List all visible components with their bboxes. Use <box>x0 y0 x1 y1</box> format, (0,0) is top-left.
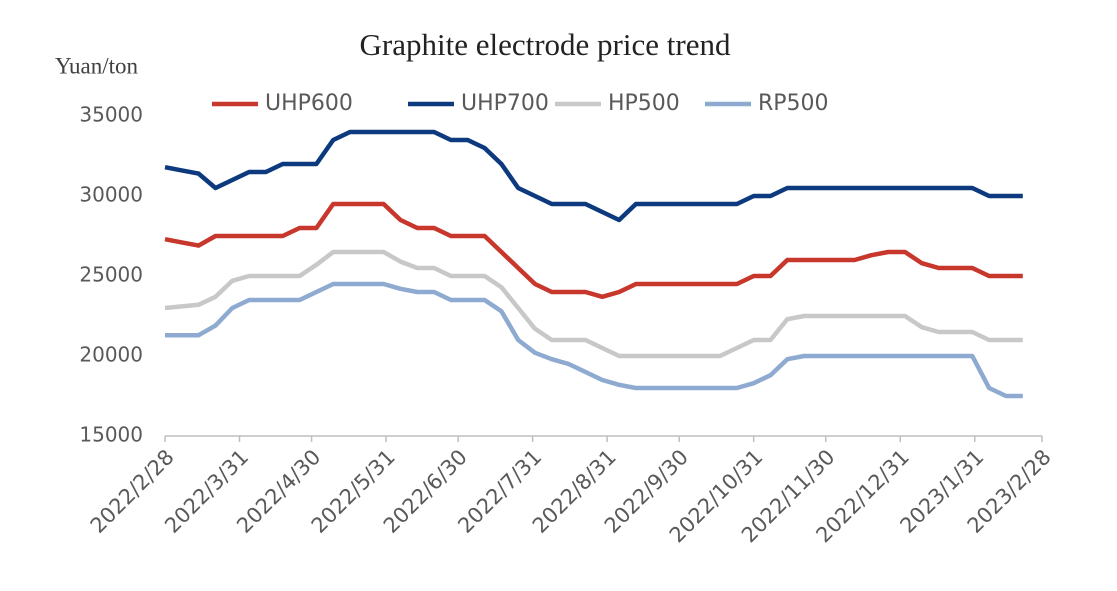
series-line <box>164 201 1023 300</box>
series-line <box>164 129 1023 223</box>
legend-label: UHP700 <box>461 91 549 116</box>
y-tick-label: 20000 <box>79 343 143 367</box>
chart-title: Graphite electrode price trend <box>360 27 731 62</box>
y-tick-label: 30000 <box>79 183 143 207</box>
legend-label: RP500 <box>758 91 829 116</box>
y-tick-label: 15000 <box>79 423 143 447</box>
y-axis-label: Yuan/ton <box>55 53 139 78</box>
series-line <box>165 281 1023 399</box>
legend-label: UHP600 <box>265 91 353 116</box>
y-tick-label: 25000 <box>79 263 143 287</box>
legend-label: HP500 <box>608 91 680 116</box>
series-line <box>164 249 1023 359</box>
y-tick-label: 35000 <box>79 103 143 127</box>
